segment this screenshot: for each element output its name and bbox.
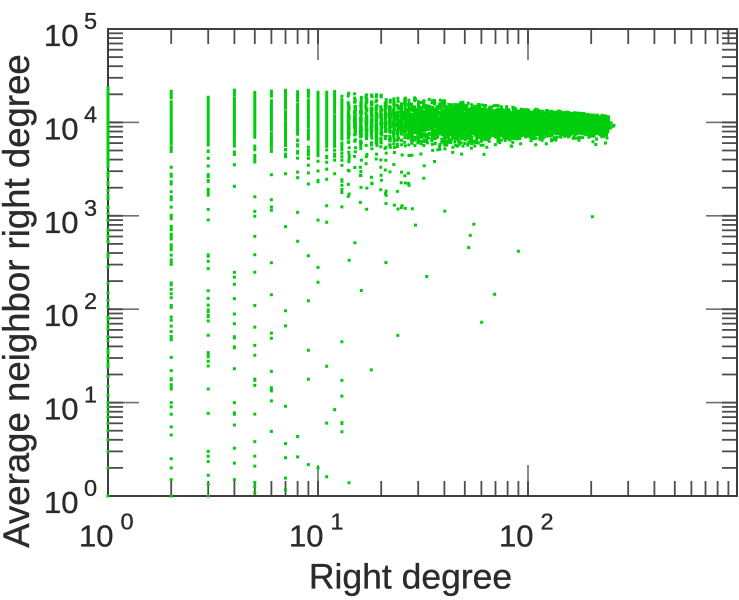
svg-text:Right degree: Right degree (309, 557, 512, 597)
svg-text:Average neighbor right degree: Average neighbor right degree (0, 54, 37, 547)
